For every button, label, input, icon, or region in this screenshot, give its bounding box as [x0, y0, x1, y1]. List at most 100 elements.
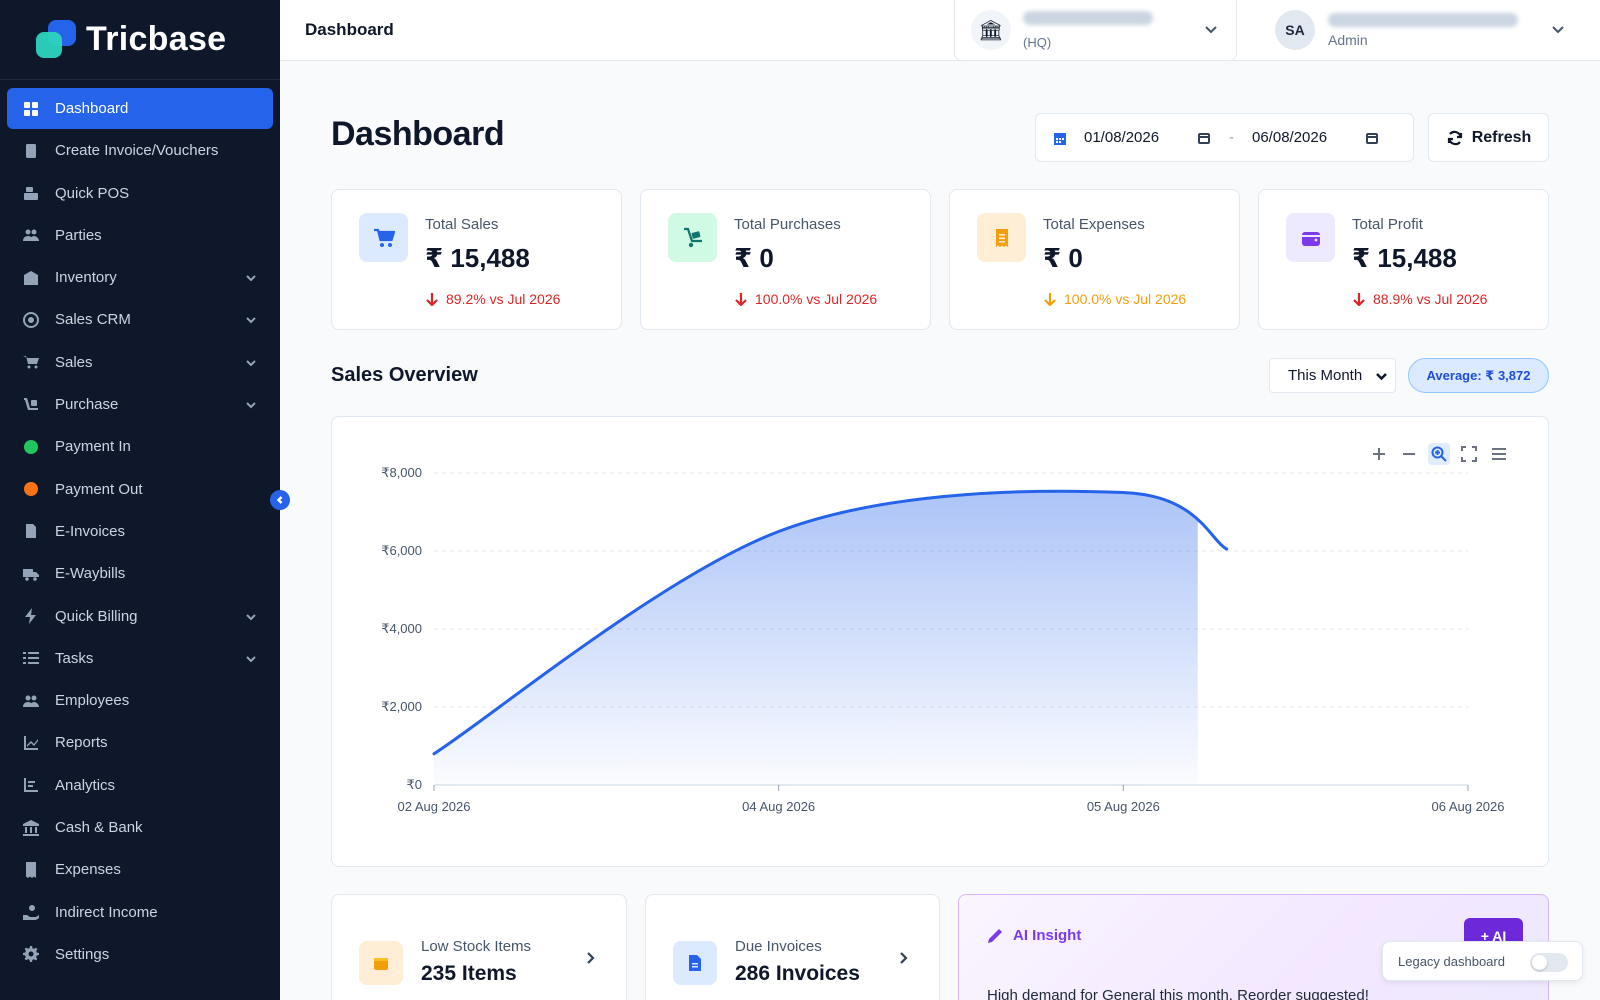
legacy-dashboard-label: Legacy dashboard	[1398, 953, 1505, 969]
user-menu[interactable]: SA Admin	[1275, 0, 1575, 61]
y-tick-label: ₹0	[406, 777, 422, 792]
dolly-icon	[21, 395, 41, 415]
chevron-down-icon	[1376, 373, 1387, 381]
kpi-change-text: 88.9% vs Jul 2026	[1373, 291, 1488, 307]
sidebar-item-label: Settings	[55, 945, 110, 963]
sidebar-item-create-invoice[interactable]: Create Invoice/Vouchers	[7, 130, 273, 171]
payment-in-icon	[21, 437, 41, 457]
user-email-redacted	[1328, 13, 1518, 27]
chevron-right-icon	[582, 950, 598, 971]
zoom-select-icon[interactable]	[1428, 443, 1450, 465]
line-chart-icon	[21, 733, 41, 753]
period-select-value: This Month	[1288, 367, 1363, 384]
sidebar-item-reports[interactable]: Reports	[7, 722, 273, 763]
sidebar-item-payment-out[interactable]: Payment Out	[7, 469, 273, 510]
chevron-down-icon	[1551, 22, 1565, 41]
ai-insight-text: High demand for General this month. Reor…	[987, 987, 1369, 1000]
x-tick-label: 05 Aug 2026	[1087, 799, 1160, 814]
low-stock-card[interactable]: Low Stock Items 235 Items	[331, 894, 627, 1000]
kpi-label: Total Sales	[425, 216, 499, 233]
sidebar-item-analytics[interactable]: Analytics	[7, 765, 273, 806]
sidebar-item-indirect-income[interactable]: Indirect Income	[7, 892, 273, 933]
sidebar-item-settings[interactable]: Settings	[7, 934, 273, 975]
sidebar-item-label: Analytics	[55, 776, 116, 794]
brand[interactable]: Tricbase	[0, 0, 280, 80]
sales-chart: ₹0 ₹2,000 ₹4,000 ₹6,000 ₹8,000 02 Aug 2026 04 …	[381, 465, 1504, 814]
x-tick-label: 02 Aug 2026	[397, 799, 470, 814]
section-title-sales-overview: Sales Overview	[331, 364, 478, 386]
kpi-card-total-sales[interactable]: Total Sales ₹ 15,488 89.2% vs Jul 2026	[331, 189, 622, 330]
sidebar-item-sales-crm[interactable]: Sales CRM	[7, 299, 273, 340]
sidebar-item-label: Quick POS	[55, 184, 130, 202]
refresh-button[interactable]: Refresh	[1428, 113, 1549, 162]
sidebar-item-sales[interactable]: Sales	[7, 342, 273, 383]
sidebar-item-tasks[interactable]: Tasks	[7, 638, 273, 679]
kpi-card-total-profit[interactable]: Total Profit ₹ 15,488 88.9% vs Jul 2026	[1258, 189, 1549, 330]
sidebar-item-cash-bank[interactable]: Cash & Bank	[7, 807, 273, 848]
menu-icon[interactable]	[1488, 443, 1510, 465]
low-stock-value: 235 Items	[421, 962, 517, 985]
kpi-card-total-purchases[interactable]: Total Purchases ₹ 0 100.0% vs Jul 2026	[640, 189, 931, 330]
page-title: Dashboard	[331, 115, 505, 153]
sidebar-item-e-invoices[interactable]: E-Invoices	[7, 511, 273, 552]
toggle-switch[interactable]	[1530, 953, 1568, 972]
sidebar-item-purchase[interactable]: Purchase	[7, 384, 273, 425]
due-invoices-label: Due Invoices	[735, 938, 822, 955]
zoom-out-icon[interactable]	[1398, 443, 1420, 465]
sidebar-item-quick-pos[interactable]: Quick POS	[7, 173, 273, 214]
grid-icon	[21, 99, 41, 119]
refresh-label: Refresh	[1471, 128, 1532, 146]
file-icon	[21, 521, 41, 541]
kpi-change: 88.9% vs Jul 2026	[1352, 291, 1487, 307]
date-from-input[interactable]: 01/08/2026	[1084, 129, 1160, 146]
sidebar-item-label: E-Invoices	[55, 522, 126, 540]
sidebar-item-label: Indirect Income	[55, 903, 158, 921]
sidebar-item-parties[interactable]: Parties	[7, 215, 273, 256]
sidebar-collapse-button[interactable]	[270, 490, 290, 510]
sidebar-item-inventory[interactable]: Inventory	[7, 257, 273, 298]
kpi-value: ₹ 0	[734, 243, 774, 273]
pencil-icon	[988, 929, 1002, 943]
cart-icon	[21, 352, 41, 372]
fullscreen-icon[interactable]	[1458, 443, 1480, 465]
bank-icon: 🏛	[971, 10, 1011, 50]
ai-insight-title-text: AI Insight	[1013, 927, 1082, 944]
sidebar-item-label: Employees	[55, 692, 130, 710]
bank-icon	[21, 818, 41, 838]
zoom-in-icon[interactable]	[1368, 443, 1390, 465]
y-tick-label: ₹8,000	[381, 465, 422, 480]
arrow-down-icon	[1353, 293, 1365, 306]
chart-toolbar	[1368, 443, 1510, 465]
sidebar-item-payment-in[interactable]: Payment In	[7, 426, 273, 467]
y-tick-label: ₹4,000	[381, 621, 422, 636]
due-invoices-card[interactable]: Due Invoices 286 Invoices	[645, 894, 940, 1000]
y-tick-label: ₹6,000	[381, 543, 422, 558]
calendar-picker-icon[interactable]	[1197, 131, 1211, 145]
logo-icon	[34, 19, 80, 60]
chevron-down-icon	[245, 313, 257, 325]
arrow-down-icon	[735, 293, 747, 306]
calendar-picker-icon[interactable]	[1365, 131, 1379, 145]
period-select[interactable]: This Month	[1269, 358, 1396, 393]
kpi-value: ₹ 15,488	[425, 243, 530, 273]
kpi-label: Total Expenses	[1043, 216, 1145, 233]
low-stock-label: Low Stock Items	[421, 938, 532, 955]
sidebar-item-quick-billing[interactable]: Quick Billing	[7, 596, 273, 637]
date-to-input[interactable]: 06/08/2026	[1252, 129, 1328, 146]
branch-selector[interactable]: 🏛 (HQ)	[954, 0, 1237, 61]
sidebar-item-e-waybills[interactable]: E-Waybills	[7, 553, 273, 594]
sidebar-item-label: Cash & Bank	[55, 819, 143, 837]
refresh-icon	[1447, 130, 1462, 145]
legacy-dashboard-toggle[interactable]: Legacy dashboard	[1382, 941, 1583, 981]
sidebar-item-label: Quick Billing	[55, 607, 138, 625]
kpi-change-text: 89.2% vs Jul 2026	[446, 291, 561, 307]
arrow-down-icon	[1044, 293, 1056, 306]
branch-name-redacted	[1023, 11, 1153, 25]
average-badge: Average: ₹ 3,872	[1408, 358, 1549, 393]
chevron-down-icon	[1204, 22, 1218, 41]
sidebar-item-dashboard[interactable]: Dashboard	[7, 88, 273, 129]
users-icon	[21, 225, 41, 245]
sidebar-item-expenses[interactable]: Expenses	[7, 849, 273, 890]
kpi-card-total-expenses[interactable]: Total Expenses ₹ 0 100.0% vs Jul 2026	[949, 189, 1240, 330]
sidebar-item-employees[interactable]: Employees	[7, 680, 273, 721]
